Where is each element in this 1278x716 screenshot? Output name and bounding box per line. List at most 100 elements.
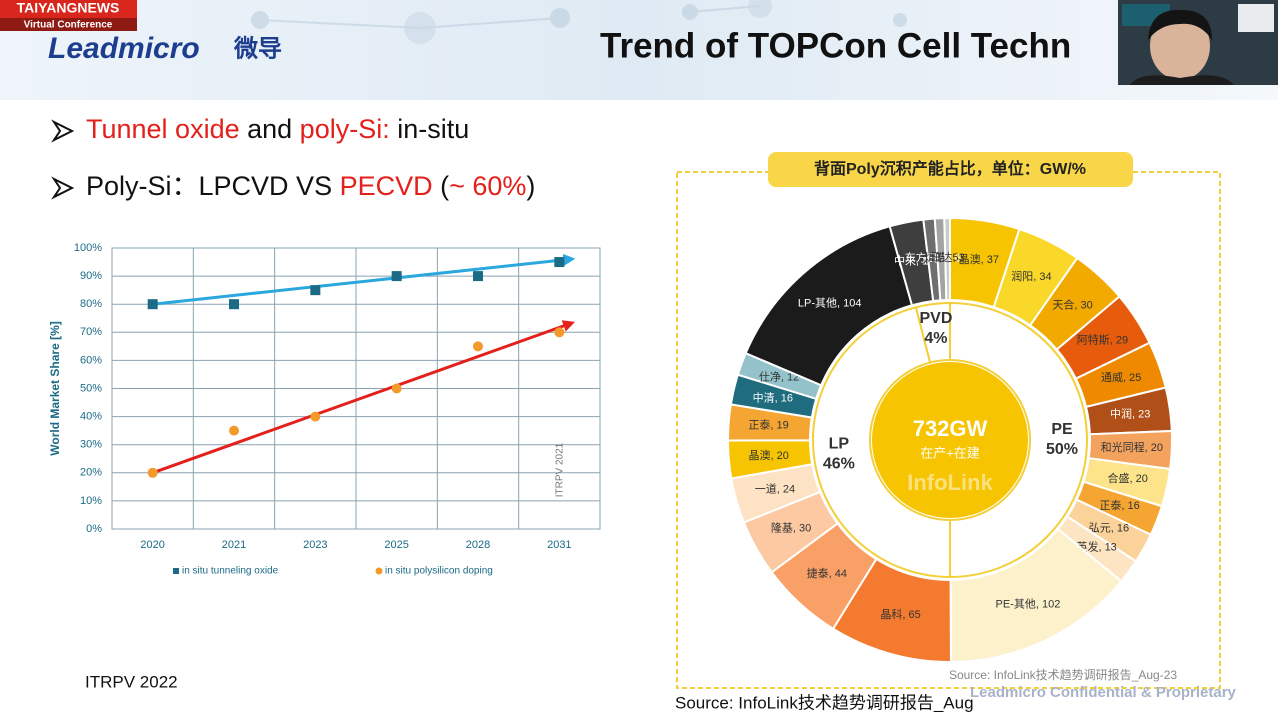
- y-tick-label: 30%: [80, 439, 102, 451]
- outer-label: 晶澳, 20: [749, 449, 789, 462]
- y-tick-label: 40%: [80, 411, 102, 423]
- bullet-segment: in-situ: [390, 114, 470, 144]
- bullet-segment: (: [433, 171, 450, 201]
- y-tick-label: 50%: [80, 382, 102, 394]
- logo-cn: 微导: [233, 34, 282, 62]
- outer-label: 润阳, 34: [1011, 269, 1051, 283]
- outer-label: 仕净, 12: [759, 369, 799, 383]
- center-value: 732GW: [913, 416, 988, 441]
- donut-title: 背面Poly沉积产能占比，单位：GW/%: [814, 159, 1086, 178]
- x-tick-label: 2031: [547, 539, 571, 551]
- bullet-segment: and: [240, 114, 300, 144]
- data-point: [473, 341, 483, 352]
- data-point: [310, 285, 321, 296]
- bullet-segment: PECVD: [340, 171, 433, 201]
- outer-label: 弘元, 16: [1089, 522, 1129, 535]
- donut-center: [872, 362, 1028, 518]
- x-tick-label: 2028: [466, 539, 490, 551]
- badge-sub-bg: [0, 18, 137, 31]
- outer-label: 合盛, 20: [1108, 471, 1148, 485]
- outer-label: 阿特斯, 29: [1077, 332, 1128, 346]
- inner-category: PVD: [920, 310, 953, 327]
- outer-label: LP-其他, 104: [798, 296, 862, 309]
- trend-line: [152, 320, 575, 475]
- outer-label: 一道, 24: [755, 482, 795, 496]
- data-point: [554, 327, 565, 338]
- bullet-segment: Tunnel oxide: [86, 114, 240, 144]
- donut-frame: [676, 171, 1221, 689]
- data-point: [310, 411, 321, 422]
- center-label: 在产+在建: [920, 445, 980, 460]
- inner-value: 50%: [1046, 441, 1078, 458]
- y-tick-label: 10%: [80, 495, 102, 507]
- outer-label: 日达, 3: [931, 251, 965, 264]
- outer-label: 和光同程, 20: [1101, 440, 1163, 454]
- bullet-segment: ~ 60%: [449, 171, 526, 201]
- watermark: InfoLink: [907, 470, 993, 495]
- outer-label: 正泰, 19: [748, 417, 788, 431]
- x-tick-label: 2020: [140, 539, 164, 551]
- bullet-text: Tunnel oxide and poly-Si: in-situ: [86, 114, 469, 144]
- bullet-segment: poly-Si:: [300, 114, 390, 144]
- x-tick-label: 2021: [222, 539, 246, 551]
- outer-segment: [943, 216, 951, 302]
- outer-label: 通威, 25: [1101, 371, 1141, 384]
- inner-segment: [914, 301, 951, 364]
- confidential: Leadmicro Confidential & Proprietary: [970, 684, 1237, 701]
- bullet-text: Poly-Si：LPCVD VS PECVD (~ 60%): [86, 171, 535, 201]
- outer-label: 晶科, 65: [880, 607, 920, 621]
- data-point: [473, 271, 483, 282]
- y-tick-label: 70%: [80, 326, 102, 338]
- x-tick-label: 2023: [303, 539, 327, 551]
- y-tick-label: 100%: [74, 242, 102, 254]
- y-tick-label: 60%: [80, 354, 102, 366]
- outer-label: 正泰, 16: [1099, 498, 1139, 512]
- data-point: [229, 425, 239, 436]
- inner-category: PE: [1051, 421, 1073, 438]
- outer-label: 中清, 16: [753, 391, 793, 404]
- data-point: [391, 271, 402, 282]
- bullet-marker: [51, 176, 75, 200]
- outer-label: PE-其他, 102: [996, 597, 1061, 610]
- legend-swatch: [173, 568, 179, 574]
- webcam: [1118, 0, 1278, 85]
- inner-category: LP: [829, 435, 850, 452]
- logo: Leadmicro: [48, 32, 200, 65]
- legend-label: in situ polysilicon doping: [385, 566, 493, 577]
- x-tick-label: 2025: [384, 539, 408, 551]
- donut-title-pill: [768, 152, 1133, 187]
- data-point: [554, 257, 565, 268]
- slide-title: Trend of TOPCon Cell Techn: [600, 26, 1071, 65]
- data-point: [391, 383, 402, 394]
- donut-source: Source: InfoLink技术趋势调研报告_Aug-23: [949, 667, 1177, 682]
- molecule-decoration: [251, 0, 907, 44]
- footer-source: Source: InfoLink技术趋势调研报告_Aug: [675, 693, 974, 712]
- footer-left: ITRPV 2022: [85, 672, 178, 691]
- outer-label: 天合, 30: [1052, 297, 1092, 311]
- data-point: [147, 299, 158, 310]
- y-axis-label: World Market Share [%]: [48, 321, 62, 455]
- bullet-segment: Poly-Si：LPCVD VS: [86, 171, 340, 201]
- legend-label: in situ tunneling oxide: [182, 566, 279, 577]
- market-share-chart: 0% 10% 20% 30% 40% 50% 60% 70% 80% 90% 100% 2020 202…: [48, 242, 601, 577]
- outer-label: 中润, 23: [1110, 407, 1150, 421]
- legend-swatch: [375, 567, 383, 575]
- outer-label: 晶澳, 37: [959, 253, 999, 266]
- inner-value: 46%: [823, 455, 855, 472]
- y-tick-label: 90%: [80, 270, 102, 282]
- annotation: ITRPV 2021: [555, 442, 566, 497]
- y-tick-label: 20%: [80, 467, 102, 479]
- inner-value: 4%: [924, 330, 947, 347]
- badge-sub: Virtual Conference: [24, 20, 113, 31]
- y-tick-label: 0%: [86, 523, 102, 535]
- inner-segment: [949, 301, 1088, 579]
- bullets: Tunnel oxide and poly-Si: in-situ Poly-Si…: [51, 114, 535, 201]
- trend-line: [152, 253, 576, 306]
- outer-label: 隆基, 30: [771, 521, 811, 535]
- inner-segment: [812, 306, 951, 579]
- y-tick-label: 80%: [80, 298, 102, 310]
- header-band: [0, 0, 1278, 100]
